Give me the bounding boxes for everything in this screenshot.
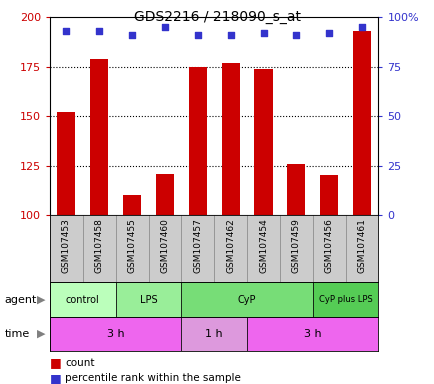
Text: control: control <box>66 295 99 305</box>
Text: ■: ■ <box>50 372 62 384</box>
Point <box>358 24 365 30</box>
Text: ■: ■ <box>50 356 62 369</box>
Point <box>227 32 233 38</box>
Bar <box>50 317 181 351</box>
Text: GSM107462: GSM107462 <box>226 218 235 273</box>
Bar <box>115 282 181 317</box>
Bar <box>123 195 141 215</box>
Point <box>325 30 332 36</box>
Point <box>292 32 299 38</box>
Bar <box>254 69 272 215</box>
Text: 3 h: 3 h <box>303 329 321 339</box>
Point <box>194 32 201 38</box>
Bar <box>286 164 305 215</box>
Text: 1 h: 1 h <box>205 329 223 339</box>
Bar <box>312 282 378 317</box>
Text: GSM107458: GSM107458 <box>95 218 104 273</box>
Point <box>161 24 168 30</box>
Bar <box>221 63 239 215</box>
Bar <box>319 175 338 215</box>
Text: CyP plus LPS: CyP plus LPS <box>318 295 372 304</box>
Bar <box>90 59 108 215</box>
Text: CyP: CyP <box>237 295 256 305</box>
Text: GSM107454: GSM107454 <box>258 218 267 273</box>
Bar <box>155 174 174 215</box>
Bar <box>57 112 76 215</box>
Text: percentile rank within the sample: percentile rank within the sample <box>65 373 240 383</box>
Bar <box>50 282 115 317</box>
Text: GSM107457: GSM107457 <box>193 218 202 273</box>
Text: GSM107455: GSM107455 <box>127 218 136 273</box>
Text: GSM107453: GSM107453 <box>62 218 71 273</box>
Point <box>95 28 102 34</box>
Text: 3 h: 3 h <box>107 329 124 339</box>
Text: ▶: ▶ <box>37 295 46 305</box>
Text: LPS: LPS <box>139 295 157 305</box>
Text: time: time <box>4 329 30 339</box>
Text: ▶: ▶ <box>37 329 46 339</box>
Bar <box>181 317 247 351</box>
Text: GSM107460: GSM107460 <box>160 218 169 273</box>
Text: count: count <box>65 358 95 368</box>
Text: GSM107456: GSM107456 <box>324 218 333 273</box>
Point <box>63 28 70 34</box>
Text: GDS2216 / 218090_s_at: GDS2216 / 218090_s_at <box>134 10 300 23</box>
Bar <box>247 317 378 351</box>
Point <box>260 30 266 36</box>
Bar <box>181 282 312 317</box>
Text: GSM107459: GSM107459 <box>291 218 300 273</box>
Text: agent: agent <box>4 295 36 305</box>
Bar <box>188 67 207 215</box>
Text: GSM107461: GSM107461 <box>357 218 366 273</box>
Bar <box>352 31 370 215</box>
Point <box>128 32 135 38</box>
